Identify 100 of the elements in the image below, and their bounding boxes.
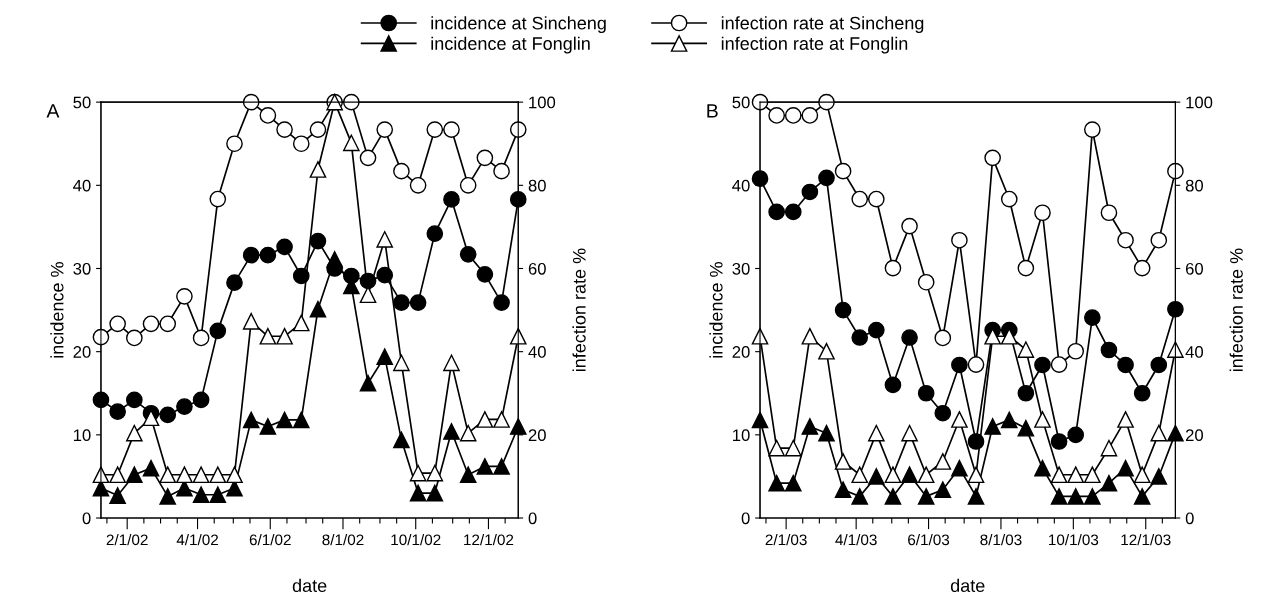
- point: [934, 453, 952, 470]
- point: [192, 329, 210, 347]
- point: [1167, 424, 1184, 442]
- point: [476, 411, 494, 428]
- x-axis-title: date: [292, 578, 327, 593]
- legend-label: incidence at Sincheng: [431, 16, 606, 34]
- point: [1117, 411, 1134, 428]
- point: [109, 403, 126, 420]
- point: [393, 162, 410, 180]
- point: [768, 474, 785, 492]
- point: [359, 149, 377, 167]
- text: A: [46, 104, 60, 118]
- point: [867, 190, 885, 208]
- point: [934, 481, 952, 499]
- point: [884, 466, 902, 484]
- point: [1067, 488, 1085, 505]
- x-axis-title: date: [950, 578, 985, 593]
- point: [242, 246, 260, 264]
- point: [126, 466, 143, 484]
- point: [359, 374, 377, 392]
- point: [901, 424, 918, 442]
- point: [1133, 384, 1151, 402]
- point: [343, 134, 360, 152]
- point: [126, 329, 143, 347]
- point: [192, 391, 210, 409]
- point: [784, 439, 802, 457]
- point: [1083, 466, 1101, 484]
- point: [1167, 162, 1184, 180]
- legend-label: incidence at Fonglin: [431, 36, 590, 54]
- point: [493, 162, 510, 180]
- point: [393, 431, 410, 449]
- point: [801, 327, 819, 345]
- point: [176, 288, 193, 305]
- point: [867, 468, 885, 485]
- point: [126, 391, 143, 409]
- point: [459, 246, 477, 263]
- point: [259, 327, 277, 345]
- point: [1017, 384, 1035, 402]
- point: [1034, 411, 1051, 428]
- point: [801, 183, 819, 201]
- point: [851, 190, 869, 208]
- point: [443, 423, 460, 440]
- point: [917, 384, 935, 402]
- point: [834, 481, 852, 499]
- point: [459, 176, 477, 194]
- point: [1067, 342, 1085, 360]
- point: [509, 191, 527, 208]
- point: [884, 259, 902, 277]
- x-tick-label: 12/1/03: [1121, 533, 1171, 546]
- point: [259, 246, 277, 264]
- point: [109, 466, 126, 484]
- point: [1067, 466, 1085, 484]
- point: [409, 294, 427, 311]
- point: [192, 466, 210, 484]
- point: [784, 203, 802, 221]
- point: [768, 107, 785, 124]
- point: [1117, 356, 1134, 374]
- point: [984, 418, 1001, 435]
- point: [1034, 459, 1051, 477]
- point: [1100, 439, 1118, 457]
- point: [443, 191, 460, 208]
- y2-tick-label: 60: [1185, 262, 1204, 275]
- point: [1050, 466, 1068, 484]
- point: [109, 315, 126, 333]
- point: [1167, 300, 1184, 318]
- point: [768, 203, 785, 221]
- point: [884, 488, 902, 505]
- point: [1034, 356, 1051, 374]
- point: [376, 348, 394, 365]
- y2-tick-label: 40: [1185, 346, 1204, 358]
- point: [426, 225, 444, 242]
- point: [176, 398, 193, 415]
- point: [901, 466, 918, 484]
- point: [126, 424, 143, 442]
- point: [867, 321, 885, 339]
- point: [901, 329, 918, 346]
- point: [326, 251, 343, 268]
- point: [259, 418, 277, 435]
- point: [1150, 424, 1168, 442]
- x-tick-label: 6/1/03: [908, 533, 950, 546]
- point: [192, 486, 210, 504]
- point: [818, 169, 835, 187]
- point: [426, 484, 444, 502]
- point: [1150, 231, 1168, 249]
- point: [159, 488, 177, 505]
- point: [1000, 190, 1018, 208]
- point: [917, 466, 935, 484]
- x-tick-label: 2/1/02: [106, 533, 148, 546]
- x-tick-label: 8/1/03: [980, 533, 1022, 546]
- point: [951, 411, 968, 428]
- x-tick-label: 6/1/02: [249, 533, 291, 546]
- point: [276, 327, 293, 345]
- x-tick-label: 10/1/02: [391, 533, 441, 546]
- point: [784, 474, 802, 492]
- text: B: [707, 104, 718, 118]
- point: [476, 265, 494, 283]
- point: [393, 294, 410, 311]
- point: [109, 487, 126, 504]
- point: [409, 464, 427, 482]
- y-axis-title: incidence %: [50, 262, 64, 358]
